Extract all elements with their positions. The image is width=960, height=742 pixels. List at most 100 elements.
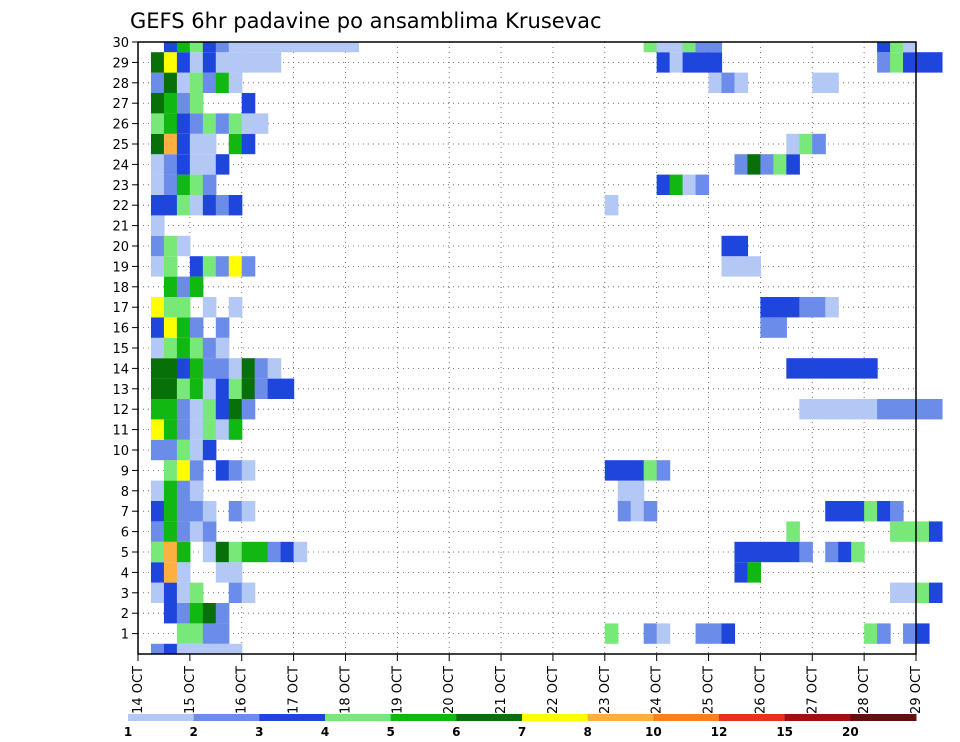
heatmap-cell (241, 501, 256, 522)
heatmap-cell (760, 297, 774, 318)
heatmap-cell (708, 52, 723, 73)
heatmap-cell (176, 297, 191, 318)
heatmap-cell (150, 297, 165, 318)
y-tick-label: 10 (112, 444, 129, 459)
heatmap-cell (189, 113, 204, 134)
heatmap-cell (825, 501, 839, 522)
heatmap-cell (643, 460, 658, 481)
heatmap-cell (176, 52, 191, 73)
heatmap-cell (176, 603, 191, 624)
heatmap-cell (786, 358, 800, 379)
heatmap-cell (163, 317, 178, 338)
legend-swatch (193, 714, 260, 721)
heatmap-cell (163, 643, 178, 654)
heatmap-cell (150, 113, 165, 134)
heatmap-cell (851, 399, 865, 420)
heatmap-cell (254, 358, 269, 379)
x-tick-label: 24 OCT (650, 666, 665, 714)
heatmap-cell (163, 337, 178, 359)
heatmap-cell (202, 501, 217, 522)
heatmap-cell (734, 541, 749, 563)
heatmap-cell (202, 541, 217, 563)
y-tick-label: 4 (121, 566, 129, 581)
heatmap-cell (202, 399, 217, 420)
heatmap-cell (760, 154, 774, 175)
heatmap-cell (825, 541, 839, 563)
heatmap-cell (163, 419, 178, 440)
heatmap-cell (228, 42, 243, 53)
heatmap-cell (150, 337, 165, 359)
y-tick-label: 26 (112, 118, 129, 133)
heatmap-cell (890, 582, 904, 603)
heatmap-cell (643, 42, 658, 53)
heatmap-cells (150, 42, 943, 654)
heatmap-cell (916, 582, 930, 603)
heatmap-cell (916, 521, 930, 542)
heatmap-cell (202, 133, 217, 155)
legend-label: 8 (583, 725, 591, 739)
heatmap-cell (150, 419, 165, 440)
legend-swatch (456, 714, 523, 721)
heatmap-cell (176, 235, 191, 257)
heatmap-cell (228, 501, 243, 522)
heatmap-cell (721, 623, 736, 644)
heatmap-cell (228, 541, 243, 563)
heatmap-cell (202, 358, 217, 379)
heatmap-cell (176, 93, 191, 114)
heatmap-cell (163, 93, 178, 114)
heatmap-cell (799, 297, 813, 318)
heatmap-cell (150, 399, 165, 420)
legend-label: 20 (842, 725, 859, 739)
x-tick-label: 14 OCT (131, 666, 146, 714)
heatmap-cell (825, 358, 839, 379)
heatmap-cell (176, 337, 191, 359)
color-legend: 1 2 3 4 5 6 7 8 10 12 15 20 (124, 714, 917, 739)
heatmap-cell (812, 358, 826, 379)
heatmap-cell (916, 52, 930, 73)
heatmap-cell (202, 174, 217, 195)
heatmap-cell (786, 297, 800, 318)
heatmap-cell (189, 72, 204, 93)
heatmap-cell (241, 113, 256, 134)
legend-swatch (653, 714, 720, 721)
heatmap-cell (604, 460, 619, 481)
legend-swatch (784, 714, 851, 721)
heatmap-cell (150, 480, 165, 501)
heatmap-cell (202, 297, 217, 318)
y-tick-label: 24 (112, 158, 129, 173)
heatmap-cell (799, 399, 813, 420)
heatmap-cell (150, 643, 165, 654)
heatmap-cell (786, 541, 800, 563)
heatmap-cell (669, 174, 684, 195)
heatmap-cell (228, 582, 243, 603)
legend-swatch (128, 714, 195, 721)
heatmap-cell (267, 42, 282, 53)
heatmap-cell (163, 480, 178, 501)
legend-label: 6 (452, 725, 460, 739)
heatmap-cell (163, 52, 178, 73)
heatmap-cell (189, 174, 204, 195)
heatmap-cell (254, 378, 269, 399)
heatmap-cell (163, 378, 178, 399)
heatmap-cell (812, 133, 826, 155)
heatmap-cell (760, 541, 774, 563)
heatmap-cell (332, 42, 347, 53)
y-tick-label: 9 (121, 464, 129, 479)
heatmap-cell (228, 378, 243, 399)
heatmap-cell (838, 399, 852, 420)
heatmap-cell (630, 480, 645, 501)
heatmap-cell (163, 501, 178, 522)
heatmap-cell (150, 215, 165, 236)
heatmap-cell (176, 439, 191, 461)
heatmap-cell (617, 460, 632, 481)
heatmap-cell (189, 52, 204, 73)
heatmap-cell (734, 235, 749, 257)
heatmap-cell (903, 42, 917, 53)
heatmap-cell (799, 358, 813, 379)
heatmap-cell (189, 439, 204, 461)
heatmap-cell (202, 195, 217, 216)
heatmap-cell (903, 521, 917, 542)
heatmap-cell (228, 133, 243, 155)
y-tick-label: 5 (121, 546, 129, 561)
heatmap-cell (267, 541, 282, 563)
